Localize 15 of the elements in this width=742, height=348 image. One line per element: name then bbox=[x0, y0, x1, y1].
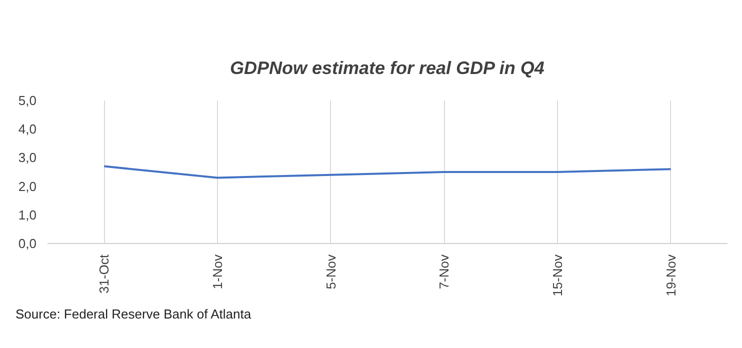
y-tick-label: 2,0 bbox=[18, 178, 37, 194]
line-series bbox=[103, 165, 672, 179]
y-tick-label: 4,0 bbox=[18, 122, 37, 137]
x-tick-label: 1-Nov bbox=[210, 254, 225, 290]
x-tick-label: 15-Nov bbox=[550, 254, 565, 296]
x-tick-label: 7-Nov bbox=[436, 254, 452, 290]
chart-title: GDPNow estimate for real GDP in Q4 bbox=[230, 58, 544, 78]
y-tick-label: 3,0 bbox=[18, 150, 37, 166]
y-tick-label: 0,0 bbox=[18, 236, 37, 251]
y-tick-label: 5,0 bbox=[18, 93, 37, 108]
source-note: Source: Federal Reserve Bank of Atlanta bbox=[16, 306, 252, 322]
x-tick-label: 19-Nov bbox=[663, 254, 678, 296]
x-tick-label: 5-Nov bbox=[323, 254, 338, 290]
x-tick-label: 31-Oct bbox=[96, 254, 112, 294]
y-tick-label: 1,0 bbox=[18, 207, 37, 222]
